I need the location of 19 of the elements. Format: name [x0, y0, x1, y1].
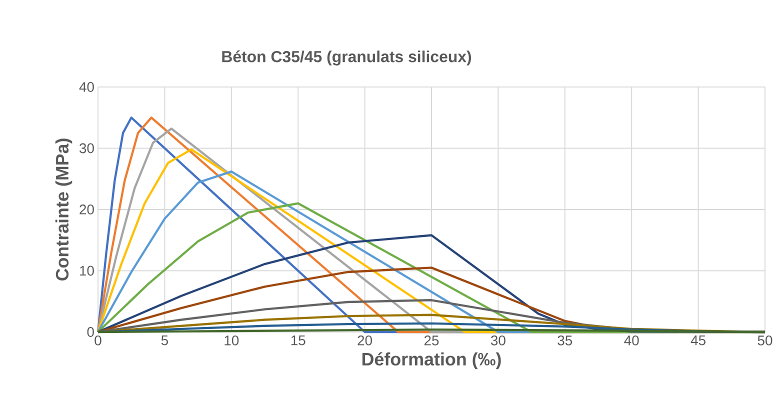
x-tick-label: 0	[94, 336, 102, 346]
x-tick-label: 10	[224, 336, 239, 346]
y-tick-label: 0	[87, 327, 94, 337]
x-tick-label: 20	[358, 336, 372, 346]
chart-title: Béton C35/45 (granulats siliceux)	[222, 50, 472, 66]
x-tick-label: 40	[624, 336, 639, 346]
x-tick-label: 15	[291, 336, 306, 346]
x-tick-label: 5	[161, 336, 168, 346]
y-axis-title: Contrainte (MPa)	[55, 138, 72, 280]
x-tick-label: 25	[424, 336, 439, 346]
y-tick-label: 20	[80, 204, 94, 214]
y-tick-label: 10	[80, 266, 94, 276]
x-tick-label: 30	[490, 336, 506, 346]
x-tick-label: 45	[690, 336, 706, 346]
x-tick-label: 50	[758, 336, 772, 346]
y-tick-label: 40	[79, 82, 94, 92]
x-axis-title: Déformation (‰)	[362, 352, 501, 370]
y-tick-label: 30	[79, 143, 94, 154]
x-tick-label: 35	[558, 336, 572, 346]
